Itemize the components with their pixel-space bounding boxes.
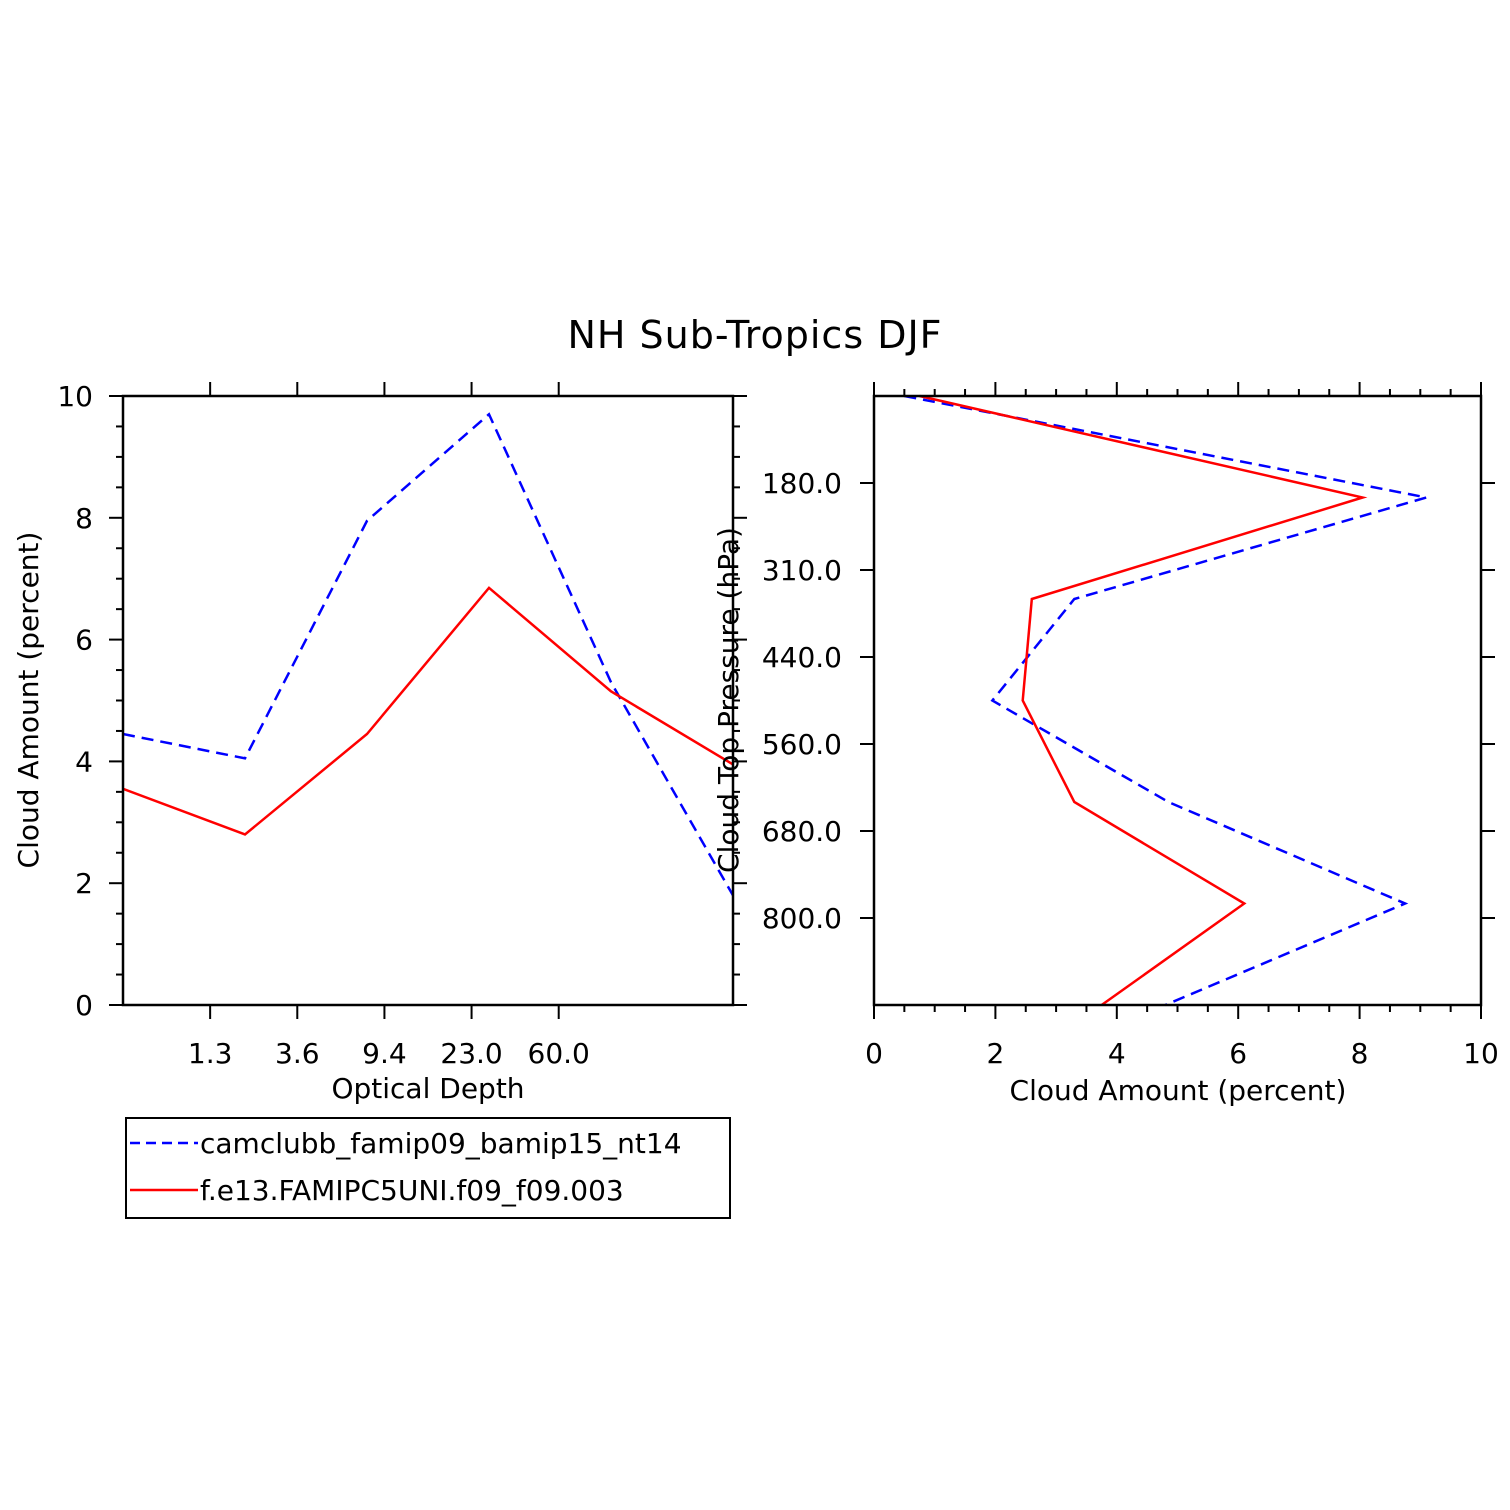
right-x-axis-label: Cloud Amount (percent)	[1010, 1074, 1347, 1107]
left-x-tick-label: 1.3	[188, 1037, 233, 1070]
right-x-tick-label: 8	[1351, 1037, 1369, 1070]
right-y-tick-label: 310.0	[762, 554, 842, 587]
left-plot-frame	[123, 396, 733, 1005]
left-y-tick-label: 10	[57, 380, 93, 413]
left-x-tick-label: 23.0	[440, 1037, 502, 1070]
right-x-tick-label: 0	[865, 1037, 883, 1070]
left-y-tick-label: 8	[75, 502, 93, 535]
right-axes: 0 2 4 6 8 10 180.0 310.0 440.0 560.0 680.0 800.0	[762, 382, 1499, 1070]
right-y-tick-label: 680.0	[762, 815, 842, 848]
right-x-tick-label: 4	[1108, 1037, 1126, 1070]
left-panel: 0 2 4 6 8 10 1.3 3.6 9.4 23.0 60.0 Optical Depth C…	[12, 380, 747, 1105]
left-axes: 0 2 4 6 8 10 1.3 3.6 9.4 23.0 60.0	[57, 380, 747, 1070]
left-series-group	[123, 414, 733, 895]
legend: camclubb_famip09_bamip15_nt14 f.e13.FAMI…	[126, 1118, 730, 1218]
right-x-tick-label: 6	[1229, 1037, 1247, 1070]
left-y-tick-label: 6	[75, 624, 93, 657]
right-y-tick-label: 800.0	[762, 902, 842, 935]
right-x-tick-label: 10	[1463, 1037, 1499, 1070]
right-series-line-1	[904, 396, 1426, 1005]
right-y-tick-label: 180.0	[762, 467, 842, 500]
left-x-axis-label: Optical Depth	[331, 1072, 524, 1105]
left-y-tick-label: 4	[75, 745, 93, 778]
right-x-tick-label: 2	[986, 1037, 1004, 1070]
left-x-tick-label: 9.4	[362, 1037, 407, 1070]
chart-title: NH Sub-Tropics DJF	[567, 313, 942, 357]
left-y-axis-label: Cloud Amount (percent)	[12, 532, 45, 869]
left-y-tick-label: 2	[75, 867, 93, 900]
left-x-tick-label: 3.6	[275, 1037, 320, 1070]
left-y-tick-label: 0	[75, 989, 93, 1022]
legend-label-series2: f.e13.FAMIPC5UNI.f09_f09.003	[200, 1174, 624, 1207]
right-plot-frame	[874, 396, 1481, 1005]
right-y-tick-label: 560.0	[762, 728, 842, 761]
right-series-group	[904, 396, 1426, 1005]
right-panel: 0 2 4 6 8 10 180.0 310.0 440.0 560.0 680.0 800.0 Cl…	[712, 382, 1499, 1107]
legend-label-series1: camclubb_famip09_bamip15_nt14	[200, 1127, 682, 1160]
left-x-tick-label: 60.0	[528, 1037, 590, 1070]
right-y-axis-label: Cloud Top Pressure (hPa)	[712, 527, 745, 873]
figure: NH Sub-Tropics DJF 0 2 4 6 8 10 1.3 3.6 9.4 23.0 6…	[0, 0, 1510, 1510]
right-series-line-2	[920, 396, 1363, 1005]
right-y-tick-label: 440.0	[762, 641, 842, 674]
left-series-line-2	[123, 588, 733, 835]
